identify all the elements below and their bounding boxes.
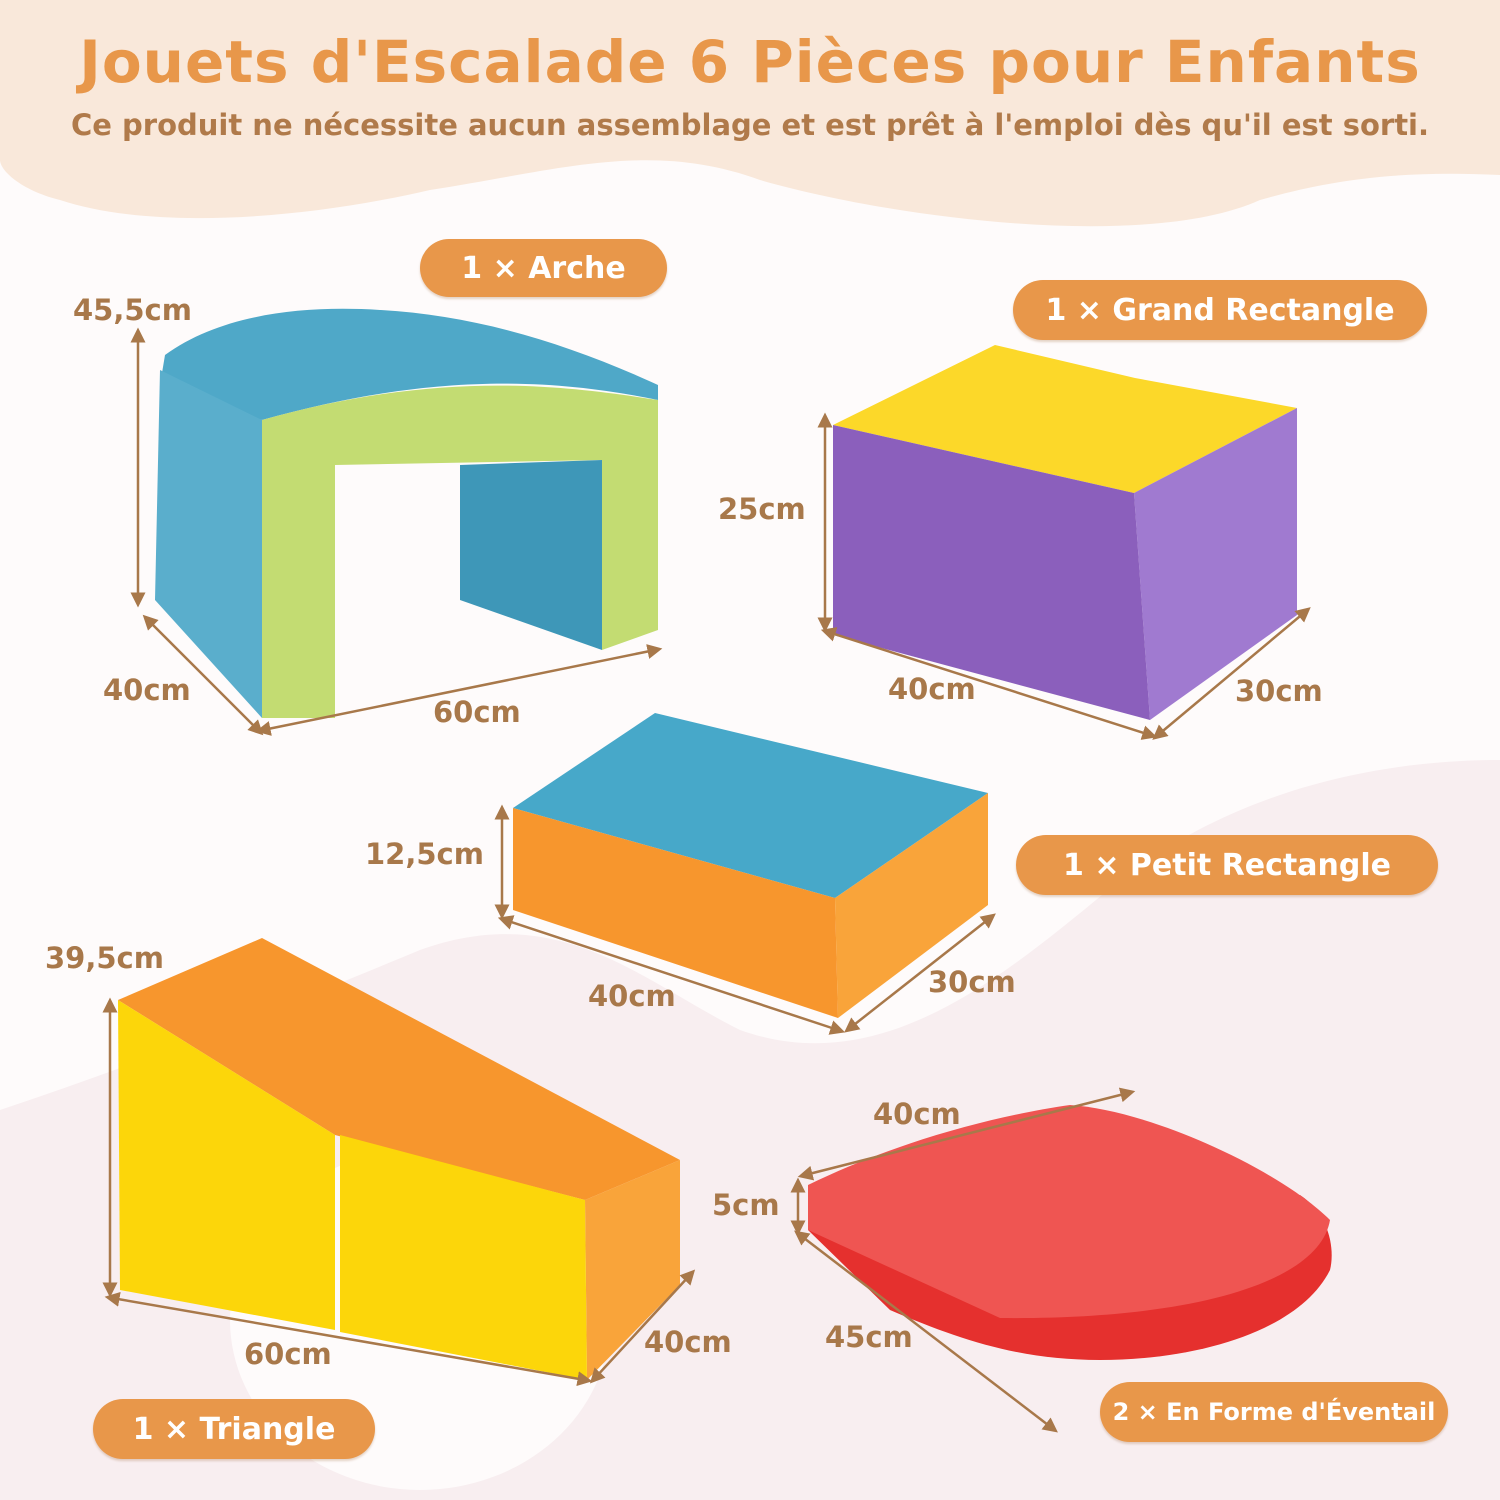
large-rect-width: 40cm [888, 672, 976, 706]
fan-width: 40cm [873, 1097, 961, 1131]
label-small-rectangle: 1 × Petit Rectangle [1016, 835, 1438, 895]
arch-piece [155, 308, 658, 718]
small-rect-depth: 30cm [928, 965, 1016, 999]
triangle-width: 60cm [244, 1337, 332, 1371]
small-rect-height: 12,5cm [365, 837, 484, 871]
large-rect-height: 25cm [718, 492, 806, 526]
page-title: Jouets d'Escalade 6 Pièces pour Enfants [79, 28, 1421, 96]
small-rect-width: 40cm [588, 979, 676, 1013]
fan-height: 5cm [712, 1188, 780, 1222]
label-large-rectangle: 1 × Grand Rectangle [1013, 280, 1427, 340]
large-rectangle-piece [833, 345, 1297, 720]
triangle-height: 39,5cm [45, 941, 164, 975]
label-triangle: 1 × Triangle [93, 1399, 375, 1459]
triangle-depth: 40cm [644, 1325, 732, 1359]
arch-depth: 40cm [103, 673, 191, 707]
label-fan-shaped: 2 × En Forme d'Éventail [1100, 1382, 1448, 1442]
fan-depth: 45cm [825, 1320, 913, 1354]
page-subtitle: Ce produit ne nécessite aucun assemblage… [70, 108, 1430, 142]
arch-height: 45,5cm [73, 293, 192, 327]
small-rectangle-piece [513, 713, 988, 1018]
arch-width: 60cm [433, 695, 521, 729]
triangle-piece [118, 938, 680, 1380]
large-rect-depth: 30cm [1235, 674, 1323, 708]
label-arch: 1 × Arche [420, 239, 667, 297]
